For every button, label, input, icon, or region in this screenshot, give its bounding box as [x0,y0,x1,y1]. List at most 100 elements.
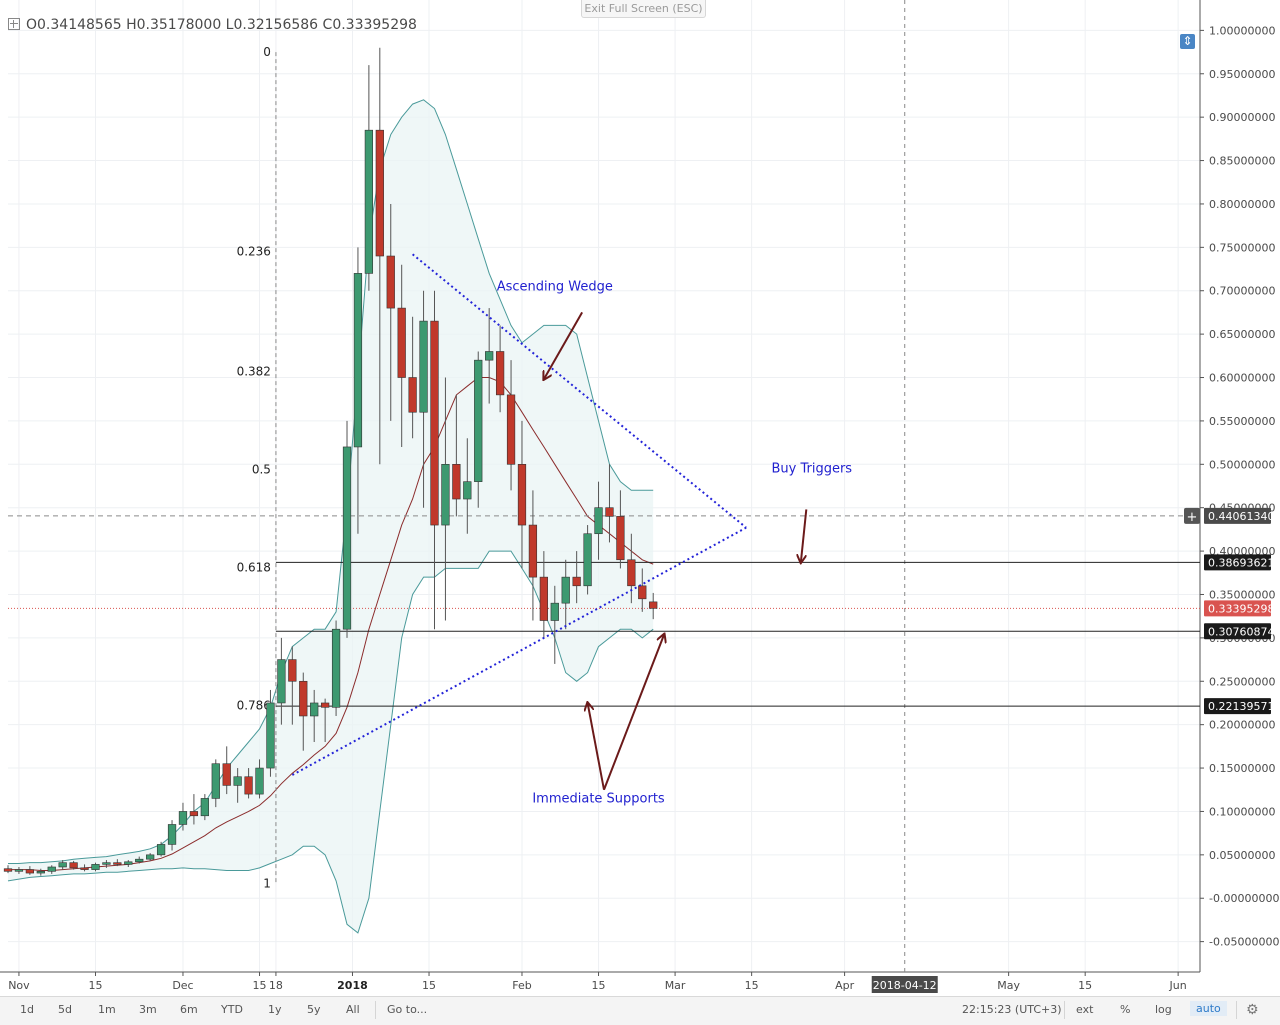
candle-body [113,862,122,865]
y-tick-label: 0.80000000 [1209,198,1275,211]
range-5y[interactable]: 5y [307,1003,321,1016]
y-tick-label: 0.10000000 [1209,805,1275,818]
price-tag-last-bg [1204,600,1271,617]
x-tick-label: Dec [172,979,193,992]
candle-body [583,533,592,587]
candle-body [342,446,352,630]
x-tick-label: 15 [1078,979,1092,992]
fibonacci-label: 0.786 [237,699,271,713]
candle-body [638,585,647,600]
scale-settings-icon[interactable]: ⇕ [1180,34,1195,49]
candle-body [91,864,100,870]
ohlc-values: O0.34148565 H0.35178000 L0.32156586 C0.3… [26,17,417,33]
candle-body [200,798,209,817]
candle-body [47,866,56,872]
x-tick-label: Jun [1169,979,1187,992]
legend-collapse-icon[interactable] [8,18,20,30]
fibonacci-label: 0.236 [237,245,271,259]
log-toggle[interactable]: log [1155,1003,1172,1016]
x-tick-label: 15 [745,979,759,992]
x-tick-label: Feb [512,979,531,992]
moving-average-line [8,377,654,871]
candle-body [485,351,494,361]
candle-body [495,351,505,396]
price-tag-crosshair-bg [1204,507,1271,524]
candle-body [506,394,516,465]
candle-body [156,844,166,856]
range-ytd[interactable]: YTD [221,1003,243,1016]
fibonacci-label: 0 [263,45,271,59]
candle-body [178,811,188,825]
candle-body [550,602,559,621]
candle-body [605,507,614,517]
percent-toggle[interactable]: % [1120,1003,1131,1016]
range-1y[interactable]: 1y [268,1003,282,1016]
range-1m[interactable]: 1m [98,1003,116,1016]
x-tick-label: 18 [269,979,283,992]
goto-date-button[interactable]: Go to... [387,1003,428,1016]
range-6m[interactable]: 6m [180,1003,198,1016]
price-tag-level-bg [1204,698,1271,715]
candle-body [167,824,177,845]
exit-fullscreen-button[interactable]: Exit Full Screen (ESC) [581,0,706,18]
crosshair-date-label: 2018-04-12 [873,979,937,992]
y-tick-label: 0.05000000 [1209,849,1275,862]
price-tag-level: 0.30760874 [1208,625,1274,638]
y-tick-label: 0.70000000 [1209,285,1275,298]
candle-body [375,129,384,257]
clock-readout[interactable]: 22:15:23 (UTC+3) [962,1003,1062,1016]
candle-body [211,763,220,799]
candle-body [572,576,581,587]
fibonacci-label: 0.382 [237,364,271,378]
candle-body [80,867,89,870]
candle-body [25,869,34,874]
candle-body [649,601,658,609]
candle-body [386,255,395,309]
x-tick-label: 15 [592,979,606,992]
y-tick-label: 0.60000000 [1209,372,1275,385]
candle-body [277,659,286,704]
y-tick-label: -0.05000000 [1209,936,1279,949]
ext-toggle[interactable]: ext [1076,1003,1094,1016]
candle-body [36,871,45,874]
candle-body [561,576,570,604]
y-tick-label: 0.20000000 [1209,719,1275,732]
candle-body [69,862,78,869]
candle-body [463,481,472,500]
bollinger-band-fill [8,99,654,933]
range-1d[interactable]: 1d [20,1003,34,1016]
x-tick-label: Apr [835,979,855,992]
candle-body [408,377,417,413]
annotation-label: Buy Triggers [771,462,852,477]
wedge-upper-trendline [411,253,747,529]
candle-body [353,273,363,448]
x-tick-label: 15 [88,979,102,992]
candle-body [124,861,133,865]
candle-body [222,763,231,786]
candle-body [189,811,199,817]
y-tick-label: 0.90000000 [1209,111,1275,124]
y-tick-label: -0.00000000 [1209,892,1279,905]
candle-body [244,776,253,795]
candle-body [58,862,67,868]
range-all[interactable]: All [346,1003,360,1016]
gear-icon[interactable]: ⚙ [1246,1002,1259,1018]
range-3m[interactable]: 3m [139,1003,157,1016]
candle-body [135,858,144,863]
candle-body [233,776,242,786]
auto-scale-toggle[interactable]: auto [1190,1001,1227,1016]
toolbar-divider [375,1001,376,1019]
x-tick-label: Nov [8,979,30,992]
candle-body [288,659,297,682]
candle-body [517,464,527,526]
range-5d[interactable]: 5d [58,1003,72,1016]
candle-body [539,576,548,621]
arrow-support-high [603,634,664,791]
fibonacci-label: 0.5 [252,463,271,477]
y-tick-label: 0.15000000 [1209,762,1275,775]
y-tick-label: 0.35000000 [1209,588,1275,601]
candle-body [616,516,625,561]
candle-body [441,464,450,526]
candle-body [419,320,428,413]
